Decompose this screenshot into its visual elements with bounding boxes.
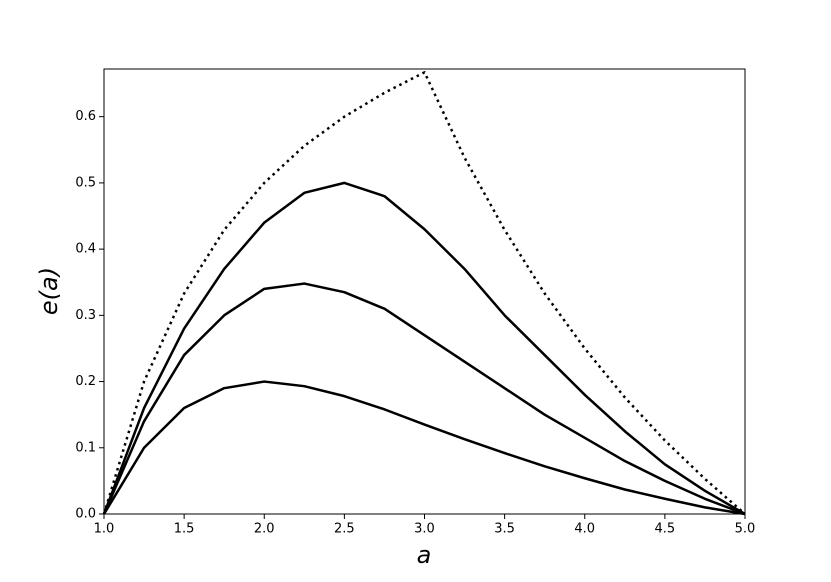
- y-tick-label: 0.4: [75, 242, 96, 257]
- x-tick-label: 5.0: [735, 522, 756, 537]
- x-tick-label: 4.5: [655, 522, 676, 537]
- line-series: [102, 282, 746, 516]
- x-tick-label: 1.5: [174, 522, 195, 537]
- x-tick-label: 1.0: [94, 522, 115, 537]
- x-tick-label: 3.0: [414, 522, 435, 537]
- y-tick-label: 0.2: [75, 374, 96, 389]
- plot-frame: [103, 68, 746, 515]
- y-tick-label: 0.0: [75, 507, 96, 522]
- y-tick-label: 0.5: [75, 175, 96, 190]
- x-tick-label: 2.0: [254, 522, 275, 537]
- x-tick-label: 3.5: [494, 522, 515, 537]
- line-series: [102, 71, 746, 515]
- x-tick-label: 2.5: [334, 522, 355, 537]
- y-tick-label: 0.6: [75, 109, 96, 124]
- y-tick-label: 0.3: [75, 308, 96, 323]
- x-axis-label: a: [417, 541, 432, 569]
- x-tick-label: 4.0: [574, 522, 595, 537]
- line-series: [102, 181, 746, 516]
- y-axis-label: e(a): [35, 267, 63, 315]
- y-tick-label: 0.1: [75, 440, 96, 455]
- line-series: [102, 380, 746, 516]
